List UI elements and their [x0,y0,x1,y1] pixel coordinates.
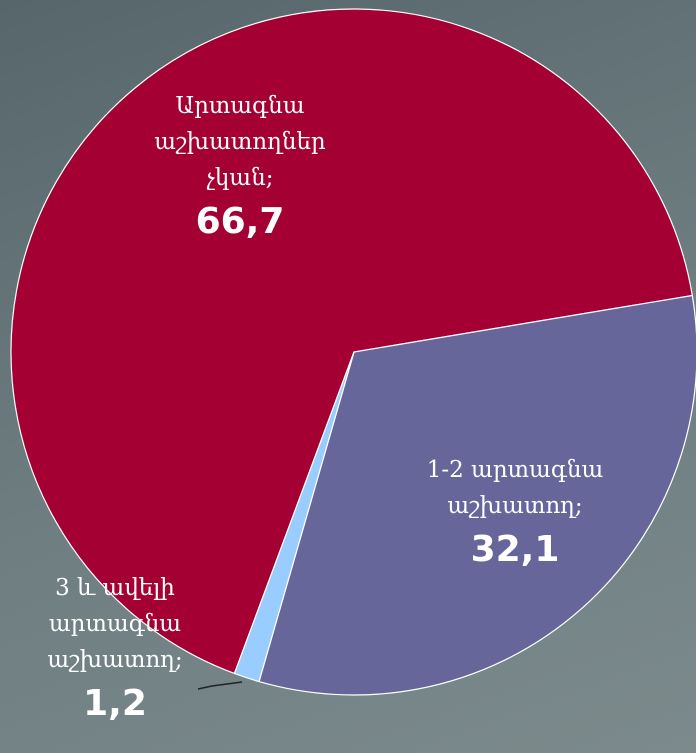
value-label: 32,1 [470,529,560,570]
value-label: 66,7 [195,201,285,242]
pie-slice [10,8,694,675]
category-label: 1-2 արտագնա աշխատող; [426,457,604,519]
label: Արտագնա աշխատողներ չկան; 66,7 [140,88,340,248]
value-label: 1,2 [83,683,147,724]
leader-line [197,681,243,690]
category-label: Արտագնա աշխատողներ չկան; [154,93,326,191]
pie-slice [233,351,355,683]
label: 1-2 արտագնա աշխատող; 32,1 [425,452,605,576]
label: 3 և ավելի արտագնա աշխատող; 1,2 [20,570,210,730]
category-label: 3 և ավելի արտագնա աշխատող; [47,575,183,673]
pie-slice [258,294,696,696]
